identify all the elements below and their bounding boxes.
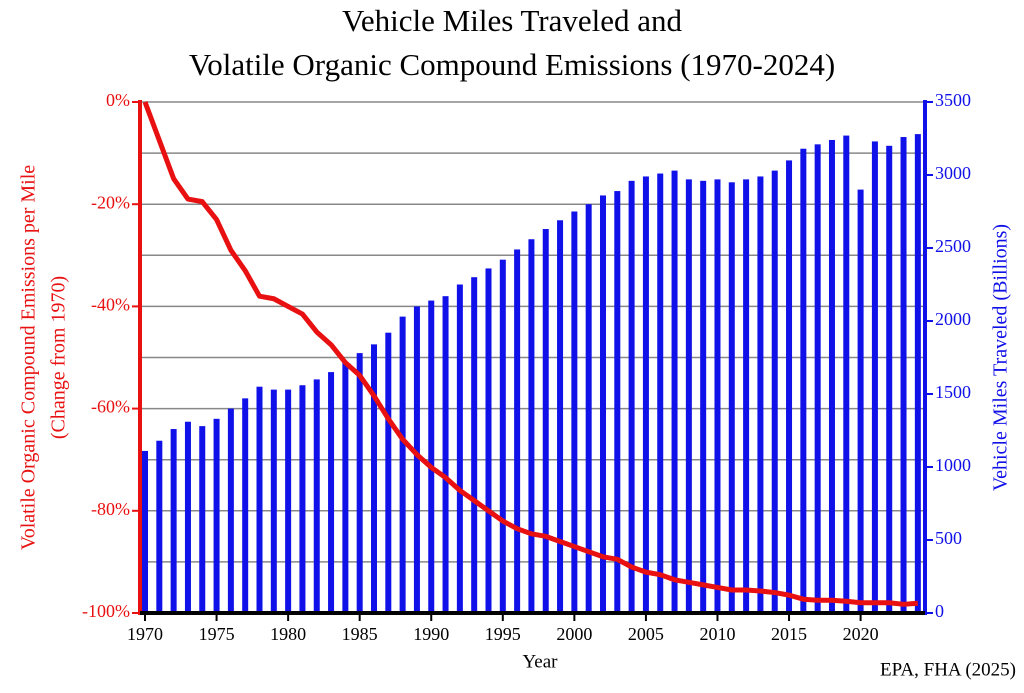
bar	[542, 229, 549, 613]
bar	[399, 316, 406, 613]
y2-tick-label: 2500	[935, 236, 971, 256]
bar	[628, 180, 635, 613]
bar	[814, 144, 821, 613]
y-axis-label: Volatile Organic Compound Emissions per …	[18, 165, 40, 550]
bar	[428, 300, 435, 613]
bar	[385, 332, 392, 613]
bar	[528, 239, 535, 614]
source: EPA, FHA (2025)	[880, 659, 1016, 680]
y2-tick-label: 2000	[935, 309, 971, 329]
chart-title: Volatile Organic Compound Emissions (197…	[189, 47, 835, 82]
bar	[714, 179, 721, 613]
bar	[242, 398, 249, 613]
y-tick-label: -60%	[91, 397, 130, 417]
bar	[728, 182, 735, 614]
bar	[900, 137, 907, 614]
x-tick-label: 2010	[699, 624, 735, 644]
bar	[499, 259, 506, 613]
bar	[342, 361, 349, 613]
bar	[299, 385, 306, 613]
y2-tick-label: 1000	[935, 455, 971, 475]
bar	[184, 421, 191, 613]
bar	[914, 134, 921, 613]
bar	[328, 372, 335, 613]
bar	[614, 191, 621, 613]
y2-tick-label: 3500	[935, 90, 971, 110]
bar	[270, 389, 277, 613]
y-tick-label: -40%	[91, 295, 130, 315]
bar	[199, 426, 206, 613]
bar	[471, 277, 478, 613]
bar	[485, 268, 492, 613]
bar	[700, 180, 707, 613]
x-tick-label: 2000	[556, 624, 592, 644]
x-axis-label: Year	[522, 651, 558, 672]
bar	[671, 170, 678, 613]
bar	[743, 179, 750, 613]
bar	[227, 408, 234, 613]
x-tick-label: 1970	[127, 624, 163, 644]
chart-title: Vehicle Miles Traveled and	[342, 3, 683, 38]
y-tick-label: -20%	[91, 192, 130, 212]
x-tick-label: 1980	[270, 624, 306, 644]
bar	[571, 211, 578, 613]
bar	[800, 148, 807, 613]
x-tick-label: 2020	[843, 624, 879, 644]
bar	[142, 450, 149, 613]
bar	[256, 386, 263, 613]
bar	[514, 249, 521, 613]
y2-tick-label: 500	[935, 528, 962, 548]
x-tick-label: 2015	[771, 624, 807, 644]
bar	[886, 145, 893, 614]
y2-tick-label: 3000	[935, 163, 971, 183]
bar	[356, 353, 363, 613]
y-tick-label: -80%	[91, 499, 130, 519]
bar	[642, 176, 649, 613]
bar	[657, 173, 664, 614]
bar	[685, 179, 692, 613]
bar	[285, 389, 292, 613]
bar	[213, 418, 220, 613]
x-tick-label: 1985	[342, 624, 378, 644]
bar	[771, 170, 778, 613]
bar	[599, 195, 606, 613]
x-tick-label: 1990	[413, 624, 449, 644]
y2-axis-label: Vehicle Miles Traveled (Billions)	[990, 224, 1012, 491]
bar	[857, 189, 864, 613]
y2-tick-label: 1500	[935, 382, 971, 402]
bar	[170, 429, 177, 613]
y-tick-label: 0%	[106, 90, 130, 110]
bar	[442, 296, 449, 613]
x-tick-label: 2005	[628, 624, 664, 644]
bar	[757, 176, 764, 613]
y-axis-label: (Change from 1970)	[48, 276, 70, 439]
line	[142, 101, 919, 607]
y2-tick-label: 0	[935, 601, 944, 621]
x-tick-label: 1975	[199, 624, 235, 644]
bar	[156, 440, 163, 613]
x-tick-label: 1995	[485, 624, 521, 644]
bar	[786, 160, 793, 613]
y-tick-label: -100%	[82, 601, 130, 621]
bar	[557, 220, 564, 613]
bar	[370, 344, 377, 613]
bar	[871, 141, 878, 614]
bar	[313, 379, 320, 613]
bar	[828, 139, 835, 613]
bar	[413, 306, 420, 613]
bar	[843, 135, 850, 613]
bar	[456, 284, 463, 613]
bar	[585, 204, 592, 613]
